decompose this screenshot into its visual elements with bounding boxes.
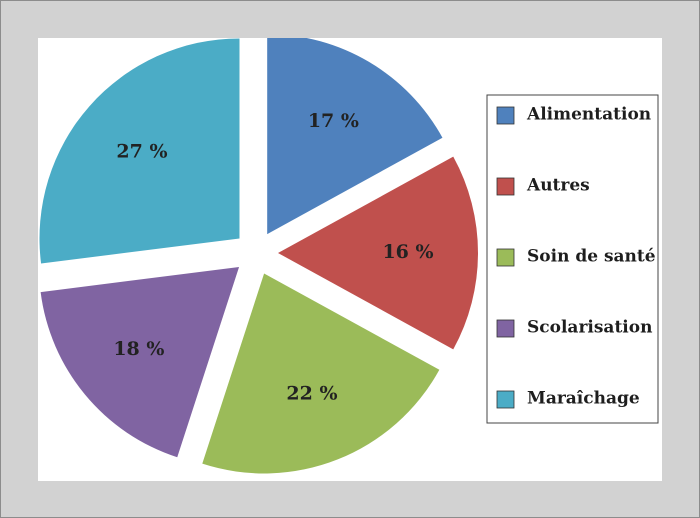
pie-slices <box>39 38 478 474</box>
value-label-soin-de-sante: 22 % <box>286 382 337 404</box>
pie-slice-soin-de-sante <box>202 273 440 474</box>
pie-chart: 17 % 16 % 22 % 18 % 27 % Alimentation Autres S… <box>39 38 659 474</box>
value-label-autres: 16 % <box>382 241 433 263</box>
legend-swatch-soin-de-sante <box>496 248 515 267</box>
value-label-alimentation: 17 % <box>308 110 359 132</box>
legend-swatch-alimentation <box>496 106 515 125</box>
legend-items: Alimentation Autres Soin de santé Scolarisa… <box>496 105 656 409</box>
pie-slice-alimentation <box>267 38 443 235</box>
legend-swatch-maraichage <box>496 390 515 409</box>
legend-label-soin-de-sante: Soin de santé <box>527 247 656 267</box>
pie-value-labels: 17 % 16 % 22 % 18 % 27 % <box>113 110 433 404</box>
value-label-maraichage: 27 % <box>116 140 167 162</box>
legend-box <box>486 94 659 424</box>
value-label-scolarisation: 18 % <box>113 338 164 360</box>
legend-swatch-scolarisation <box>496 319 515 338</box>
pie-slice-scolarisation <box>40 267 240 458</box>
chart-area: 17 % 16 % 22 % 18 % 27 % Alimentation Autres S… <box>38 38 662 481</box>
legend-label-maraichage: Maraîchage <box>527 389 640 409</box>
legend-label-autres: Autres <box>526 176 590 196</box>
legend-label-alimentation: Alimentation <box>526 105 651 125</box>
legend-label-scolarisation: Scolarisation <box>527 318 652 338</box>
pie-slice-maraichage <box>39 38 240 264</box>
legend: Alimentation Autres Soin de santé Scolarisa… <box>486 94 659 424</box>
pie-slice-autres <box>278 156 478 350</box>
legend-swatch-autres <box>496 177 515 196</box>
